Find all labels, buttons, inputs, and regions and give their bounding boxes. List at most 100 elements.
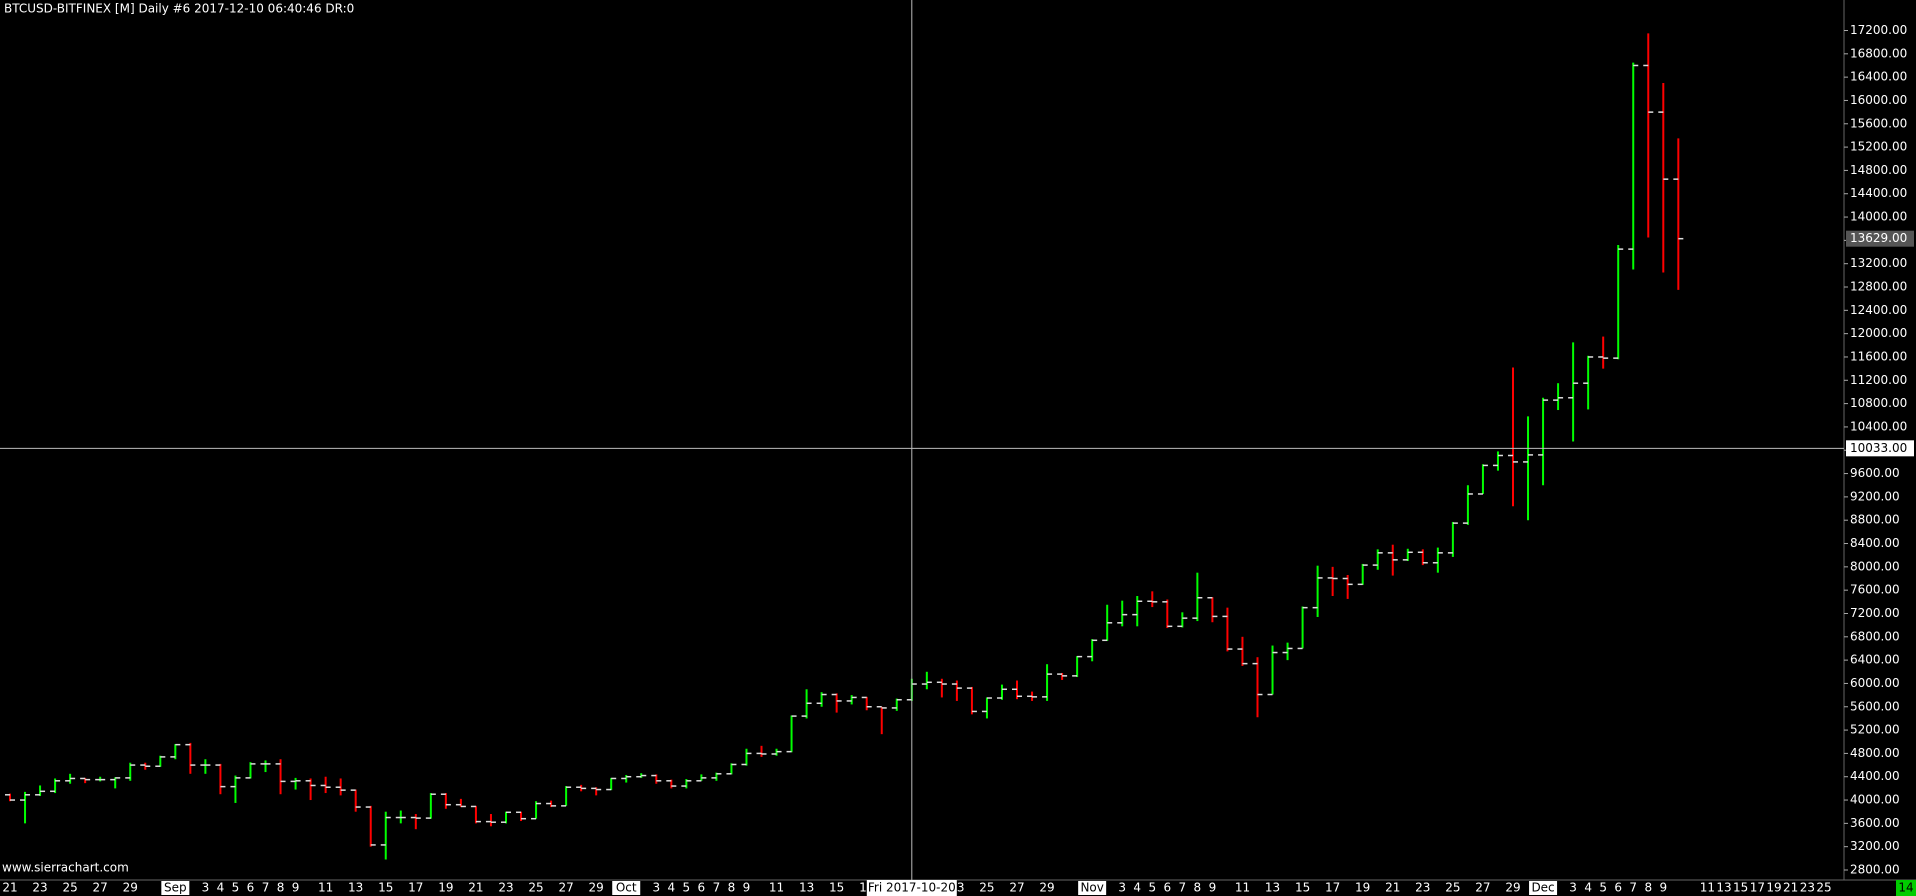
y-tick-label: 12000.00	[1850, 326, 1907, 340]
x-tick-label: 11	[769, 881, 784, 895]
y-tick-label: 3600.00	[1850, 816, 1900, 830]
x-tick-label: 6	[698, 881, 706, 895]
y-tick-label: 14800.00	[1850, 163, 1907, 177]
y-tick-label: 10400.00	[1850, 419, 1907, 433]
x-tick-label: 25	[979, 881, 994, 895]
y-tick-label: 10800.00	[1850, 396, 1907, 410]
month-label-bg	[1529, 881, 1558, 895]
x-tick-label: 3	[652, 881, 660, 895]
x-tick-label: 15	[1733, 881, 1748, 895]
x-tick-label: 5	[1148, 881, 1156, 895]
corner-box	[1896, 880, 1916, 896]
y-tick-label: 16800.00	[1850, 46, 1907, 60]
y-tick-label: 3200.00	[1850, 839, 1900, 853]
x-tick-label: 29	[589, 881, 604, 895]
x-tick-label: 5	[683, 881, 691, 895]
x-tick-label: 8	[277, 881, 285, 895]
x-tick-label: 11	[1700, 881, 1715, 895]
last-price-box	[1846, 230, 1914, 247]
chart-title: BTCUSD-BITFINEX [M] Daily #6 2017-12-10 …	[4, 2, 354, 16]
x-tick-label: 25	[528, 881, 543, 895]
x-tick-label: 23	[32, 881, 47, 895]
crosshair-price-box	[1846, 440, 1914, 457]
last-price-label: 13629.00	[1850, 231, 1907, 245]
x-tick-label: 21	[468, 881, 483, 895]
x-tick-label: 15	[378, 881, 393, 895]
x-tick-label: 13	[799, 881, 814, 895]
x-tick-label: 7	[1179, 881, 1187, 895]
y-tick-label: 6800.00	[1850, 629, 1900, 643]
x-tick-label: Dec	[1531, 881, 1554, 895]
x-tick-label: Nov	[1080, 881, 1103, 895]
x-tick-label: 23	[498, 881, 513, 895]
x-tick-label: 21	[2, 881, 17, 895]
x-tick-label: 25	[1816, 881, 1831, 895]
y-tick-label: 6400.00	[1850, 653, 1900, 667]
y-tick-label: 7200.00	[1850, 606, 1900, 620]
x-tick-label: 17	[1750, 881, 1765, 895]
x-tick-label: 25	[1445, 881, 1460, 895]
x-tick-label: 11	[1235, 881, 1250, 895]
x-tick-label: 4	[667, 881, 675, 895]
y-tick-label: 9200.00	[1850, 489, 1900, 503]
x-tick-label: 6	[1614, 881, 1622, 895]
y-tick-label: 14000.00	[1850, 210, 1907, 224]
x-tick-label: 11	[318, 881, 333, 895]
y-tick-label: 4400.00	[1850, 769, 1900, 783]
x-tick-label: 19	[438, 881, 453, 895]
x-tick-label: 4	[1133, 881, 1141, 895]
y-tick-label: 11200.00	[1850, 373, 1907, 387]
x-tick-label: 8	[728, 881, 736, 895]
y-tick-label: 4800.00	[1850, 746, 1900, 760]
x-tick-label: 7	[1629, 881, 1637, 895]
y-tick-label: 15200.00	[1850, 140, 1907, 154]
x-tick-label: 13	[1716, 881, 1731, 895]
month-label-bg	[612, 881, 641, 895]
y-tick-label: 16000.00	[1850, 93, 1907, 107]
y-tick-label: 13200.00	[1850, 256, 1907, 270]
x-tick-label: 8	[1194, 881, 1202, 895]
y-tick-label: 7600.00	[1850, 583, 1900, 597]
crosshair-price-label: 10033.00	[1850, 441, 1907, 455]
y-tick-label: 11600.00	[1850, 349, 1907, 363]
crosshair-date-box	[866, 880, 957, 896]
x-tick-label: 17	[1325, 881, 1340, 895]
x-tick-label: 19	[1355, 881, 1370, 895]
y-tick-label: 8800.00	[1850, 513, 1900, 527]
x-tick-label: 13	[348, 881, 363, 895]
y-tick-label: 15600.00	[1850, 116, 1907, 130]
x-tick-label: 29	[1039, 881, 1054, 895]
x-tick-label: 27	[93, 881, 108, 895]
x-tick-label: Oct	[616, 881, 637, 895]
y-tick-label: 14400.00	[1850, 186, 1907, 200]
x-tick-label: 15	[1295, 881, 1310, 895]
x-tick-label: 3	[1118, 881, 1126, 895]
x-tick-label: 6	[247, 881, 255, 895]
x-tick-label: 27	[1009, 881, 1024, 895]
x-tick-label: 27	[1475, 881, 1490, 895]
x-tick-label: Sep	[164, 881, 187, 895]
x-tick-label: 19	[1766, 881, 1781, 895]
x-tick-label: 5	[232, 881, 240, 895]
corner-label: 14	[1898, 881, 1913, 895]
y-tick-label: 5600.00	[1850, 699, 1900, 713]
y-tick-label: 8000.00	[1850, 559, 1900, 573]
x-tick-label: 25	[62, 881, 77, 895]
month-label-bg	[1078, 881, 1107, 895]
y-tick-label: 12800.00	[1850, 280, 1907, 294]
x-tick-label: 21	[1385, 881, 1400, 895]
x-tick-label: 3	[1569, 881, 1577, 895]
x-tick-label: 6	[1163, 881, 1171, 895]
x-tick-label: 9	[743, 881, 751, 895]
y-tick-label: 9600.00	[1850, 466, 1900, 480]
x-tick-label: 15	[829, 881, 844, 895]
x-tick-label: 21	[1783, 881, 1798, 895]
x-tick-label: 8	[1644, 881, 1652, 895]
y-tick-label: 5200.00	[1850, 723, 1900, 737]
x-tick-label: 5	[1599, 881, 1607, 895]
footer: www.sierrachart.com	[2, 861, 129, 875]
y-tick-label: 12400.00	[1850, 303, 1907, 317]
x-tick-label: 9	[1209, 881, 1217, 895]
x-tick-label: 29	[1505, 881, 1520, 895]
